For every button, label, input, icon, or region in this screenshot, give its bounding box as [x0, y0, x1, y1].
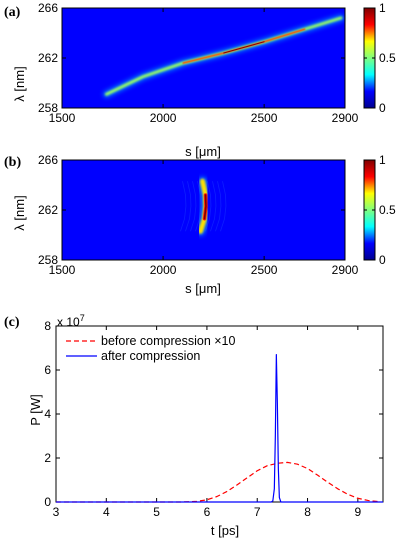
panel-b-y-tick-label: 258	[38, 253, 58, 267]
panel-c-x-tick-label: 5	[153, 505, 160, 519]
panel-c-x-tick-label: 4	[103, 505, 110, 519]
panel-c-y-tick-label: 6	[44, 363, 51, 377]
panel-b-fringe	[215, 181, 222, 232]
panel-a-x-tick-label: 1500	[49, 111, 76, 125]
panel-b-fringe	[185, 181, 192, 232]
panel-c-x-tick-label: 6	[204, 505, 211, 519]
panel-c-legend: before compression ×10 after compression	[62, 330, 242, 366]
legend-box	[62, 330, 242, 366]
panel-a-y-tick-label: 262	[38, 51, 58, 65]
panel-b-fringe	[220, 181, 227, 232]
panel-a-colorbar-tick-label: 0.5	[379, 51, 396, 65]
panel-a-y-tick-label: 258	[38, 101, 58, 115]
panel-b-y-tick-label: 262	[38, 203, 58, 217]
panel-b-y-tick-label: 266	[38, 153, 58, 167]
panel-b-fringe	[205, 181, 212, 232]
panel-b-colorbar-tick-label: 0	[379, 253, 386, 267]
panel-a-colorbar-tick-label: 1	[379, 1, 386, 15]
panel-a-y-axis-label: λ [nm]	[12, 66, 27, 101]
panel-a-x-tick-label: 2900	[332, 111, 359, 125]
panel-b-x-axis-label: s [μm]	[185, 281, 221, 296]
panel-a: (a) 1500 2000 2500 2900 258 262 266 λ [nm] s […	[4, 1, 396, 159]
panel-c-y-tick-label: 8	[44, 319, 51, 333]
panel-b-label: (b)	[4, 155, 21, 170]
panel-b-crescent-peak	[203, 194, 207, 220]
panel-c-label: (c)	[4, 315, 20, 330]
legend-label-before: before compression ×10	[101, 334, 236, 348]
series-after-compression	[56, 354, 383, 503]
panel-a-streak-peak	[223, 41, 265, 54]
panel-c-y-tick-label: 2	[44, 451, 51, 465]
panel-b-fringe	[180, 181, 187, 232]
panel-b-colorbar-tick-label: 1	[379, 153, 386, 167]
panel-a-label: (a)	[4, 5, 21, 20]
legend-label-after: after compression	[101, 349, 200, 363]
panel-a-colorbar-tick-label: 0	[379, 101, 386, 115]
panel-b-x-tick-label: 2500	[251, 263, 278, 277]
panel-b-x-tick-label: 1500	[49, 263, 76, 277]
panel-a-x-tick-label: 2500	[251, 111, 278, 125]
panel-a-y-tick-label: 266	[38, 1, 58, 15]
panel-a-x-axis-label: s [μm]	[185, 144, 221, 159]
panel-b-colorbar-tick-label: 0.5	[379, 203, 396, 217]
panel-c-x-axis-label: t [ps]	[211, 523, 239, 538]
panel-b-fringe	[190, 181, 197, 232]
panel-b-y-axis-label: λ [nm]	[12, 195, 27, 230]
panel-c-x-tick-label: 3	[53, 505, 60, 519]
panel-b-x-tick-label: 2900	[332, 263, 359, 277]
panel-a-x-tick-label: 2000	[150, 111, 177, 125]
panel-c-y-tick-label: 0	[44, 495, 51, 509]
panel-c-y-tick-label: 4	[44, 407, 51, 421]
panel-b-x-tick-label: 2000	[150, 263, 177, 277]
series-before-compression	[56, 461, 379, 503]
panel-c-x-tick-label: 7	[254, 505, 261, 519]
panel-b-fringe	[195, 181, 202, 232]
panel-b-fringe	[210, 181, 217, 232]
panel-a-feature	[102, 14, 345, 98]
panel-b-feature	[180, 176, 227, 236]
panel-c-y-axis-label: P [W]	[28, 394, 43, 426]
panel-b: (b) 1500 2000 2500 2900 258 262 266 λ [nm] s […	[4, 153, 396, 296]
panel-c-x-tick-label: 8	[304, 505, 311, 519]
panel-c-x-tick-label: 9	[355, 505, 362, 519]
